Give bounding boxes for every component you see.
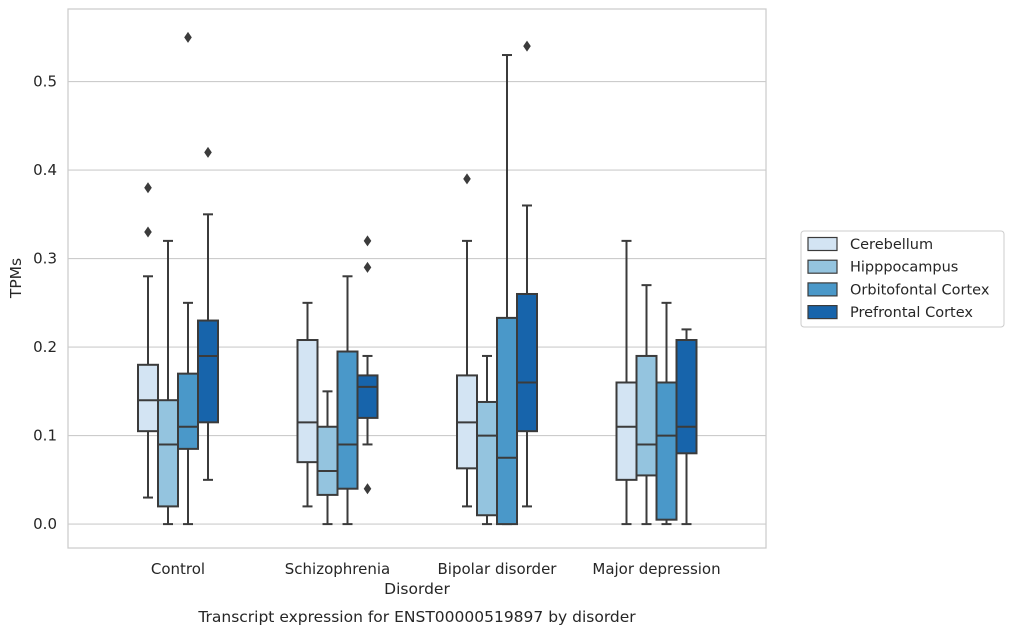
outlier-point [144, 226, 152, 238]
box-body [316, 425, 339, 496]
outlier-point [184, 31, 192, 43]
legend-item: Prefrontal Cortex [807, 305, 973, 321]
legend-item: Hipppocampus [807, 259, 958, 276]
series-prefrontal-cortex [197, 40, 698, 526]
legend-swatch [807, 305, 838, 320]
box-body [516, 292, 538, 433]
x-tick-label: Schizophrenia [285, 560, 390, 578]
box-body [296, 339, 319, 464]
outlier-point [363, 235, 372, 247]
y-tick-label: 0.5 [33, 73, 57, 91]
box-body [336, 350, 359, 490]
legend-swatch [807, 282, 838, 297]
outlier-point [463, 173, 471, 185]
box-item [675, 328, 698, 526]
box-body [496, 316, 518, 526]
x-tick-labels: Control Schizophrenia Bipolar disorder Majo… [151, 560, 721, 578]
box-item [476, 354, 498, 526]
legend-item: Orbitofontal Cortex [807, 282, 990, 298]
box-body [655, 381, 678, 521]
box-body [157, 399, 179, 508]
y-tick-labels: 0.0 0.1 0.2 0.3 0.4 0.5 [33, 73, 57, 534]
box-body [177, 372, 199, 450]
legend-swatch [807, 259, 838, 274]
legend-label: Prefrontal Cortex [850, 305, 973, 321]
outlier-point [363, 261, 372, 273]
y-axis-label: TPMs [7, 258, 25, 299]
chart-caption: Transcript expression for ENST0000051989… [197, 608, 636, 626]
box-body [356, 374, 379, 419]
series-hipppocampus [157, 239, 658, 526]
box-item [615, 239, 638, 526]
y-tick-label: 0.4 [33, 161, 57, 179]
box-item [197, 146, 219, 481]
box-item [157, 239, 179, 526]
legend-label: Cerebellum [850, 237, 933, 253]
y-tick-label: 0.2 [33, 338, 57, 356]
box-item [655, 301, 678, 526]
box-body [615, 381, 638, 481]
outlier-point [144, 182, 152, 194]
outlier-point [523, 40, 531, 52]
box-item [516, 40, 538, 508]
box-item [336, 275, 359, 526]
box-item [137, 182, 159, 499]
box-body [197, 319, 219, 424]
box-item [456, 173, 478, 508]
box-item [635, 284, 658, 526]
y-tick-label: 0.3 [33, 250, 57, 268]
box-body [675, 339, 698, 455]
series-orbitofontal-cortex [177, 31, 678, 526]
box-plot-series [137, 31, 698, 526]
series-cerebellum [137, 173, 638, 526]
legend-label: Orbitofontal Cortex [850, 282, 990, 298]
x-tick-label: Control [151, 560, 205, 578]
outlier-point [363, 483, 372, 495]
x-tick-label: Bipolar disorder [438, 560, 558, 578]
x-axis-label: Disorder [384, 580, 450, 598]
box-item [496, 54, 518, 526]
legend-label: Hipppocampus [850, 260, 958, 276]
x-tick-label: Major depression [592, 560, 720, 578]
box-item [296, 301, 319, 508]
box-body [476, 400, 498, 517]
box-body [137, 363, 159, 433]
legend: Cerebellum Hipppocampus Orbitofontal Corte… [800, 230, 1005, 328]
box-item [356, 235, 379, 495]
box-item [177, 31, 199, 526]
y-tick-label: 0.0 [33, 515, 57, 533]
outlier-point [204, 146, 212, 158]
legend-frame [800, 230, 1005, 328]
box-body [635, 354, 658, 477]
y-tick-label: 0.1 [33, 427, 57, 445]
legend-item: Cerebellum [807, 236, 933, 253]
box-item [316, 390, 339, 526]
legend-swatch [807, 236, 838, 252]
